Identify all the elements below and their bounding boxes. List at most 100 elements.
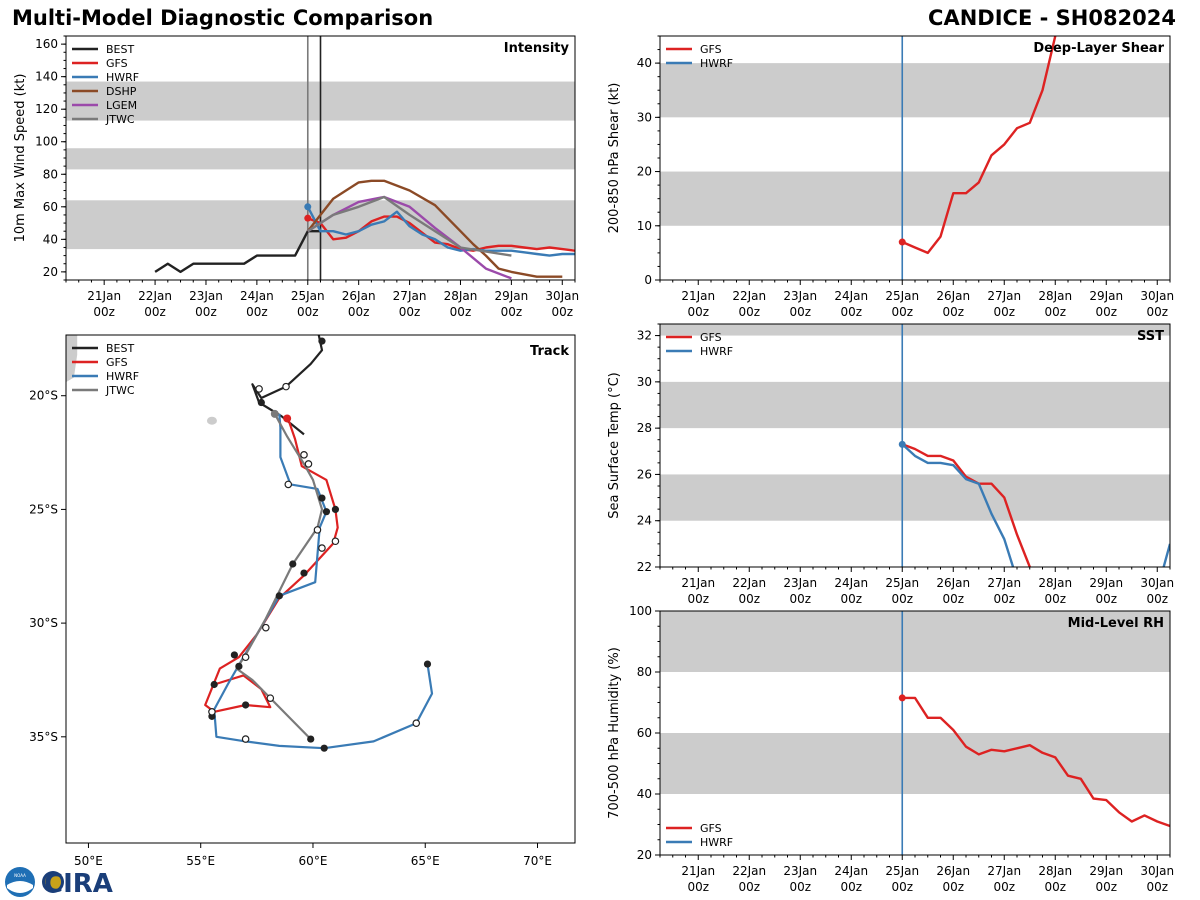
x-tick-label: 21Jan <box>681 289 715 303</box>
x-tick-label: 21Jan <box>681 864 715 878</box>
legend-label-gfs: GFS <box>700 331 722 344</box>
track-halfday-marker <box>266 694 275 702</box>
x-tick-label: 00z <box>840 592 862 606</box>
x-tick-label: 24Jan <box>834 289 868 303</box>
y-tick-label: 28 <box>637 421 652 435</box>
x-tick-label: 00z <box>738 305 760 319</box>
x-tick-label: 26Jan <box>936 289 970 303</box>
y-tick-label: 80 <box>43 167 58 181</box>
x-tick-label: 00z <box>1095 880 1117 894</box>
x-tick-label: 00z <box>891 305 913 319</box>
y-tick-label: 20 <box>43 265 58 279</box>
x-tick-label: 65°E <box>411 854 440 868</box>
track-halfday-marker <box>282 382 290 391</box>
legend-label-hwrf: HWRF <box>700 836 733 849</box>
y-axis-label: 10m Max Wind Speed (kt) <box>13 74 28 243</box>
x-tick-label: 00z <box>687 592 709 606</box>
x-tick-label: 00z <box>942 305 964 319</box>
noaa-logo-text: NOAA <box>14 873 26 878</box>
track-hwrf-line <box>213 413 434 750</box>
x-tick-label: 29Jan <box>1089 576 1123 590</box>
panel-sst: 22 24 26 28 30 32 21Jan 00z 22Jan 00z 23Jan 00z 24Ja… <box>607 323 1174 606</box>
x-tick-label: 00z <box>687 880 709 894</box>
track-day-marker <box>235 662 243 670</box>
y-tick-label: 20°S <box>29 389 58 403</box>
plot-area-track <box>66 335 434 752</box>
track-halfday-marker <box>412 719 421 727</box>
x-tick-label: 23Jan <box>189 289 223 303</box>
x-tick-label: 22Jan <box>138 289 172 303</box>
x-tick-label: 00z <box>738 880 760 894</box>
track-halfday-marker <box>241 735 250 743</box>
y-tick-label: 32 <box>637 329 652 343</box>
y-tick-label: 100 <box>629 604 652 618</box>
cira-globe-inner-icon <box>45 874 61 890</box>
track-jtwc-start-marker <box>270 409 279 418</box>
intensity-band-0 <box>660 171 1170 226</box>
track-halfday-marker <box>262 623 270 632</box>
track-halfday-marker <box>313 526 322 534</box>
series-jtwc-line <box>307 195 512 257</box>
y-tick-label: 80 <box>637 665 652 679</box>
track-halfday-marker <box>331 537 340 546</box>
x-tick-label: 27Jan <box>987 289 1021 303</box>
y-axis-label: Sea Surface Temp (°C) <box>607 372 622 519</box>
x-tick-label: 00z <box>1044 592 1066 606</box>
plot-area-sst <box>660 324 1170 567</box>
x-tick-label: 00z <box>450 305 472 319</box>
track-day-marker <box>230 651 238 659</box>
panel-intensity: 20 40 60 80 100 120 140 160 21Jan 00z 22Jan 00z 23Ja… <box>13 35 579 319</box>
series-dshp-line <box>306 179 563 278</box>
plot-area-rh <box>660 611 1170 855</box>
series-gfs-line <box>901 36 1057 255</box>
x-tick-label: 29Jan <box>1089 289 1123 303</box>
intensity-band-0 <box>660 474 1170 521</box>
x-tick-label: 00z <box>789 305 811 319</box>
y-tick-label: 40 <box>637 56 652 70</box>
track-day-marker <box>318 494 326 502</box>
legend-label-gfs: GFS <box>106 356 128 369</box>
track-gfs-line <box>204 415 339 713</box>
track-halfday-marker <box>208 707 216 716</box>
x-tick-label: 27Jan <box>987 576 1021 590</box>
series-lgem-line <box>307 195 512 280</box>
x-tick-label: 00z <box>891 880 913 894</box>
track-halfday-marker <box>255 385 263 393</box>
x-tick-label: 00z <box>144 305 166 319</box>
y-tick-label: 60 <box>637 726 652 740</box>
legend-label-best: BEST <box>106 43 134 56</box>
track-day-marker <box>300 569 308 577</box>
x-tick-label: 00z <box>789 592 811 606</box>
x-tick-label: 30Jan <box>1140 289 1174 303</box>
x-tick-label: 50°E <box>74 854 103 868</box>
y-tick-label: 20 <box>637 165 652 179</box>
series-gfs-line <box>901 443 1170 567</box>
y-tick-label: 160 <box>35 37 58 51</box>
x-tick-label: 00z <box>942 880 964 894</box>
marker-gfs <box>304 214 312 222</box>
legend-label-gfs: GFS <box>106 57 128 70</box>
y-axis-label: 200-850 hPa Shear (kt) <box>607 83 622 234</box>
y-tick-label: 22 <box>637 560 652 574</box>
panel-title: Intensity <box>504 41 570 56</box>
x-tick-label: 26Jan <box>936 576 970 590</box>
legend-label-gfs: GFS <box>700 43 722 56</box>
intensity-band-1 <box>660 611 1170 672</box>
x-tick-label: 70°E <box>523 854 552 868</box>
x-tick-label: 00z <box>297 305 319 319</box>
x-tick-label: 29Jan <box>494 289 528 303</box>
legend-label-best: BEST <box>106 342 134 355</box>
track-day-marker <box>289 560 297 568</box>
legend-label-hwrf: HWRF <box>700 345 733 358</box>
marker-hwrf <box>898 440 906 448</box>
x-tick-label: 27Jan <box>393 289 427 303</box>
panel-rh: 20 40 60 80 100 21Jan 00z 22Jan 00z 23Jan 00z 24Jan… <box>607 604 1174 894</box>
panel-shear: 0 10 20 30 40 21Jan 00z 22Jan 00z 23Jan 00z 24Jan 00… <box>607 35 1174 319</box>
panel-title: Track <box>530 344 569 359</box>
x-tick-label: 00z <box>789 880 811 894</box>
track-halfday-marker <box>241 653 250 662</box>
x-tick-label: 25Jan <box>291 289 325 303</box>
land-reunion <box>206 416 217 425</box>
x-tick-label: 29Jan <box>1089 864 1123 878</box>
